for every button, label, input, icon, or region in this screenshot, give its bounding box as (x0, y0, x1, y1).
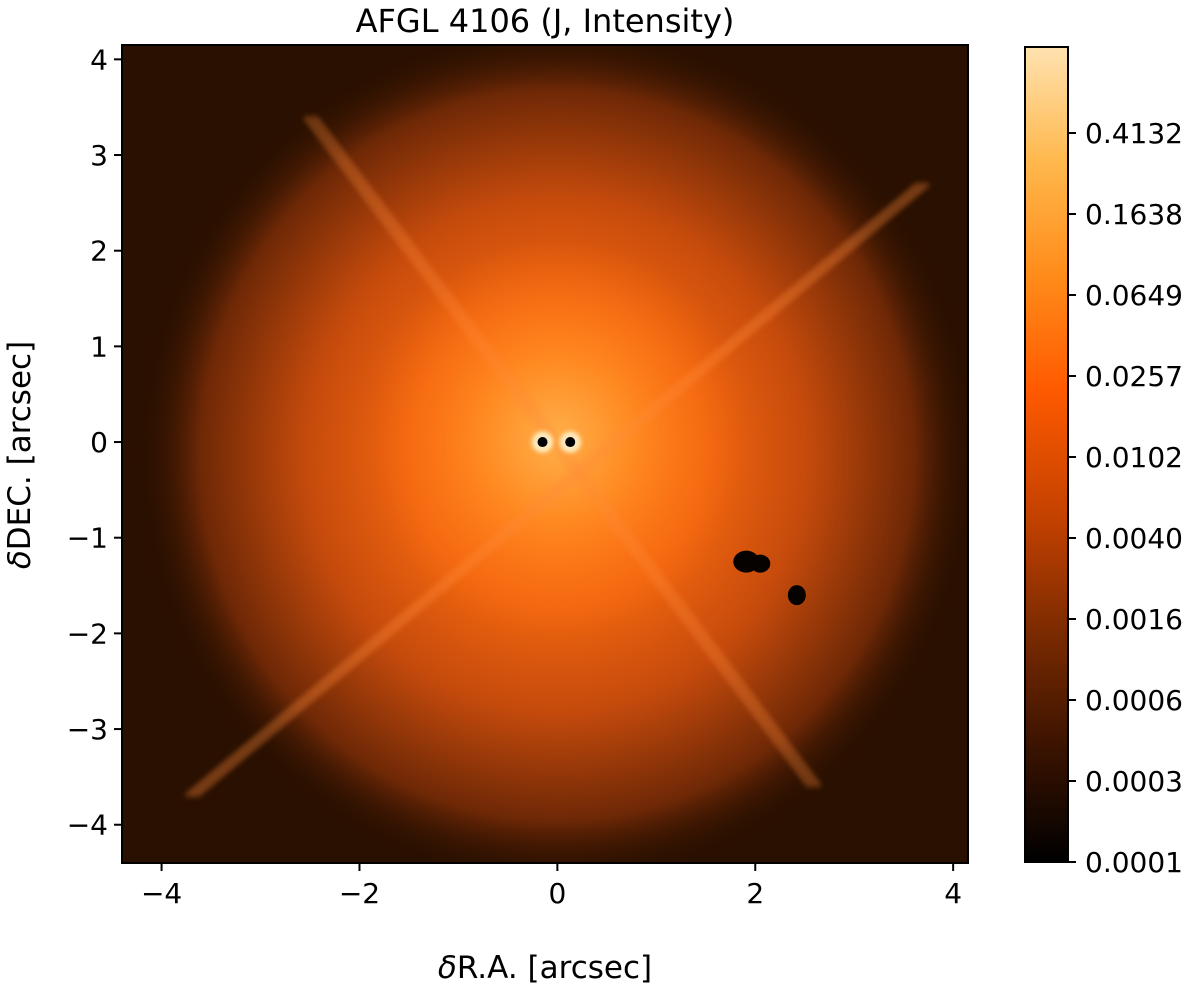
spike-1 (185, 182, 930, 798)
colorbar-tick-label: 0.0016 (1085, 603, 1183, 636)
intensity-image (122, 45, 968, 863)
colorbar-tick-label: 0.0257 (1085, 360, 1183, 393)
colorbar-tick-label: 0.0649 (1085, 279, 1183, 312)
colorbar-tick-label: 0.4132 (1085, 117, 1183, 150)
y-tick-label: −3 (67, 713, 108, 746)
image-frame (121, 44, 969, 864)
x-tick-label: −4 (141, 877, 182, 910)
y-axis-label: δDEC. [arcsec] (2, 341, 38, 569)
y-tick-label: −1 (67, 522, 108, 555)
spike-line (303, 115, 811, 788)
colorbar-tick-label: 0.0040 (1085, 522, 1183, 555)
dark-blobs (733, 550, 806, 606)
central-stars (526, 426, 587, 459)
y-tick-label: 0 (90, 426, 108, 459)
y-axis-ticks: 4 3 2 1 0 −1 −2 −3 −4 (67, 43, 122, 842)
y-tick-label: −2 (67, 617, 108, 650)
colorbar-ticks: 0.4132 0.1638 0.0649 0.0257 0.0102 0.0040 0.00… (1068, 117, 1183, 879)
y-tick-label: 4 (90, 43, 108, 76)
x-tick-label: 2 (746, 877, 764, 910)
chart-title: AFGL 4106 (J, Intensity) (356, 2, 735, 40)
spike-line (195, 182, 930, 798)
y-tick-label: 2 (90, 235, 108, 268)
x-tick-label: 4 (944, 877, 962, 910)
y-tick-label: 1 (90, 330, 108, 363)
x-axis-label: δR.A. [arcsec] (438, 950, 652, 986)
dark-blob (787, 585, 806, 606)
star-core (537, 437, 548, 448)
colorbar-tick-label: 0.0006 (1085, 684, 1183, 717)
colorbar-tick-label: 0.1638 (1085, 198, 1183, 231)
colorbar-tick-label: 0.0001 (1085, 846, 1183, 879)
colorbar-tick-label: 0.0102 (1085, 441, 1183, 474)
dark-blob (750, 554, 771, 573)
x-tick-label: −2 (339, 877, 380, 910)
y-tick-label: 3 (90, 139, 108, 172)
colorbar-gradient (1024, 46, 1069, 863)
y-tick-label: −4 (67, 809, 108, 842)
spike-line (190, 182, 925, 798)
x-tick-label: 0 (548, 877, 566, 910)
x-axis-ticks: −4 −2 0 2 4 (141, 863, 962, 910)
spike-line (185, 182, 920, 798)
star-core (565, 437, 576, 448)
colorbar-tick-label: 0.0003 (1085, 765, 1183, 798)
colorbar: 0.4132 0.1638 0.0649 0.0257 0.0102 0.0040 0.00… (1024, 46, 1183, 879)
